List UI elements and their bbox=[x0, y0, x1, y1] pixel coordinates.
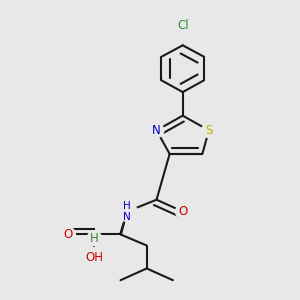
Text: Cl: Cl bbox=[177, 19, 188, 32]
Circle shape bbox=[202, 123, 216, 138]
Text: O: O bbox=[178, 205, 187, 218]
Text: S: S bbox=[205, 124, 213, 137]
Circle shape bbox=[173, 16, 193, 35]
Circle shape bbox=[176, 204, 190, 219]
Text: N: N bbox=[152, 124, 161, 137]
Circle shape bbox=[117, 202, 137, 221]
Circle shape bbox=[149, 123, 164, 138]
Circle shape bbox=[61, 227, 75, 242]
Circle shape bbox=[87, 231, 102, 245]
Text: H
N: H N bbox=[123, 201, 131, 222]
Text: O: O bbox=[64, 228, 73, 241]
Text: OH: OH bbox=[85, 251, 103, 264]
Circle shape bbox=[85, 248, 104, 267]
Polygon shape bbox=[120, 212, 127, 235]
Text: H: H bbox=[90, 232, 99, 245]
